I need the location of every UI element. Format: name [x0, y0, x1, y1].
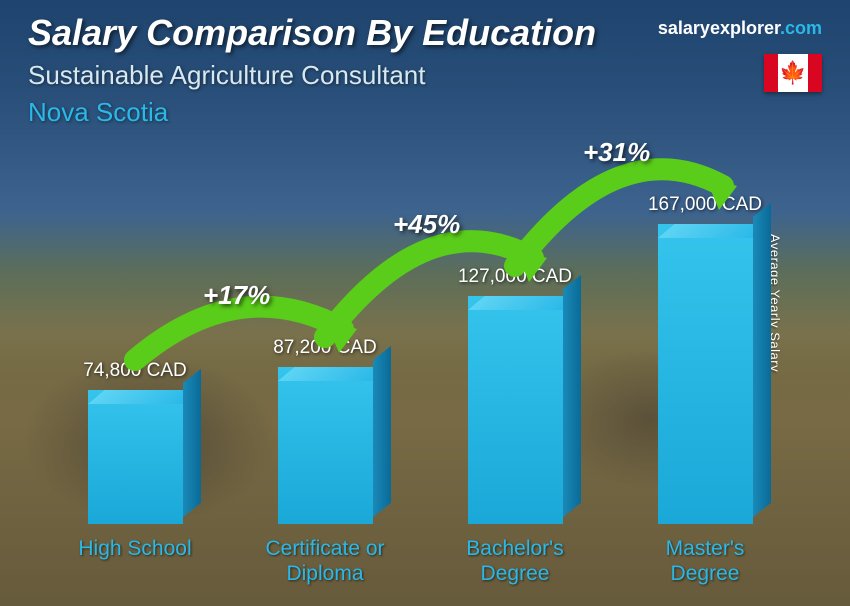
chart-subtitle: Sustainable Agriculture Consultant	[28, 60, 822, 91]
bar-side-face	[183, 369, 201, 517]
bar-value-label: 74,800 CAD	[83, 360, 187, 382]
bar-category-label: High School	[78, 536, 191, 588]
bar-category-label: Master'sDegree	[666, 536, 745, 588]
bar-group: 74,800 CAD High School	[40, 360, 230, 588]
increase-percent-label: +31%	[583, 137, 650, 168]
bar-side-face	[753, 203, 771, 517]
bar-front-face	[278, 367, 373, 524]
flag-leaf-icon: 🍁	[778, 54, 808, 92]
bar-value-label: 167,000 CAD	[648, 194, 762, 216]
bar-3d	[468, 296, 563, 524]
increase-percent-label: +17%	[203, 280, 270, 311]
bar-group: 167,000 CAD Master'sDegree	[610, 194, 800, 588]
source-attribution: salaryexplorer.com	[658, 18, 822, 39]
bar-value-label: 87,200 CAD	[273, 337, 377, 359]
bar-3d	[658, 224, 753, 524]
increase-percent-label: +45%	[393, 209, 460, 240]
source-name: salaryexplorer	[658, 18, 780, 38]
source-suffix: .com	[780, 18, 822, 38]
flag-stripe-right	[808, 54, 822, 92]
chart-location: Nova Scotia	[28, 97, 822, 128]
bar-group: 127,000 CAD Bachelor'sDegree	[420, 266, 610, 588]
bar-3d	[278, 367, 373, 524]
flag-stripe-left	[764, 54, 778, 92]
bar-category-label: Certificate orDiploma	[265, 536, 384, 588]
bar-front-face	[658, 224, 753, 524]
bar-side-face	[373, 346, 391, 517]
bar-category-label: Bachelor'sDegree	[466, 536, 563, 588]
country-flag: 🍁	[764, 54, 822, 92]
bar-3d	[88, 390, 183, 524]
bar-value-label: 127,000 CAD	[458, 266, 572, 288]
bar-side-face	[563, 275, 581, 517]
bar-front-face	[88, 390, 183, 524]
bar-group: 87,200 CAD Certificate orDiploma	[230, 337, 420, 588]
bar-front-face	[468, 296, 563, 524]
